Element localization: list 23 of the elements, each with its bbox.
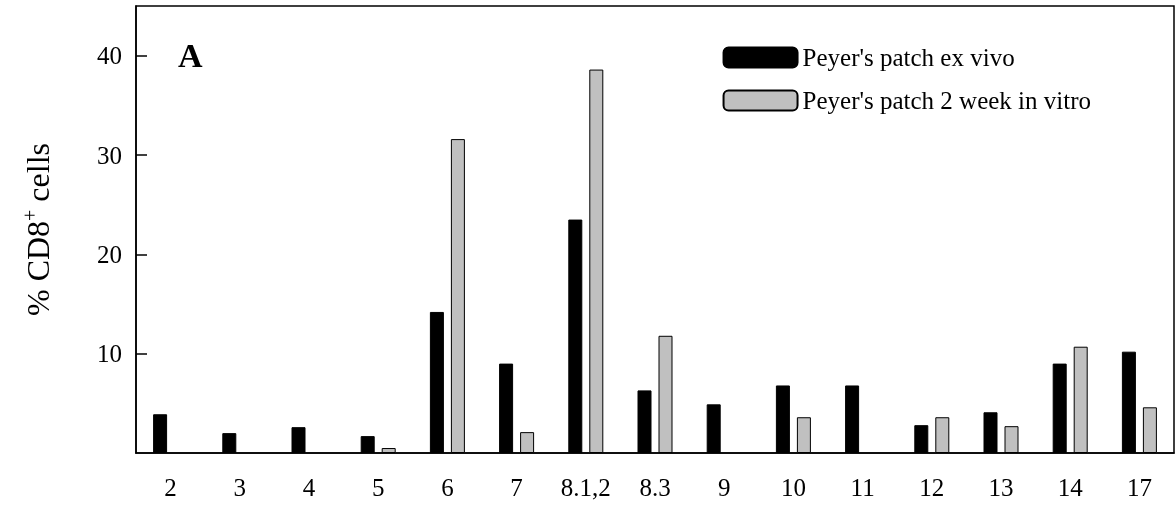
y-tick-label: 10 [97, 340, 122, 368]
y-tick-label: 30 [97, 141, 122, 169]
x-tick-label: 12 [919, 474, 945, 501]
x-tick-label: 6 [441, 474, 454, 501]
y-tick-label: 40 [97, 42, 122, 70]
legend-label: Peyer's patch ex vivo [802, 44, 1015, 71]
x-tick-label: 8.1,2 [560, 474, 611, 501]
x-tick-label: 4 [302, 474, 316, 501]
x-tick-label: 9 [717, 474, 731, 501]
x-tick-label: 13 [988, 474, 1014, 501]
x-tick-label: 2 [164, 474, 177, 501]
x-tick-label: 5 [371, 474, 385, 501]
x-tick-label: 14 [1057, 474, 1084, 501]
x-tick-label: 17 [1126, 474, 1152, 501]
x-tick-label: 10 [780, 474, 806, 501]
legend-label: Peyer's patch 2 week in vitro [802, 87, 1091, 114]
y-tick-label: 20 [97, 240, 122, 268]
annotation: A [178, 36, 203, 74]
x-tick-label: 11 [850, 474, 875, 501]
y-axis-title: % CD8+ cells [19, 142, 56, 317]
x-tick-label: 7 [510, 474, 523, 501]
x-tick-label: 8.3 [639, 474, 671, 501]
x-tick-label: 3 [233, 474, 247, 501]
